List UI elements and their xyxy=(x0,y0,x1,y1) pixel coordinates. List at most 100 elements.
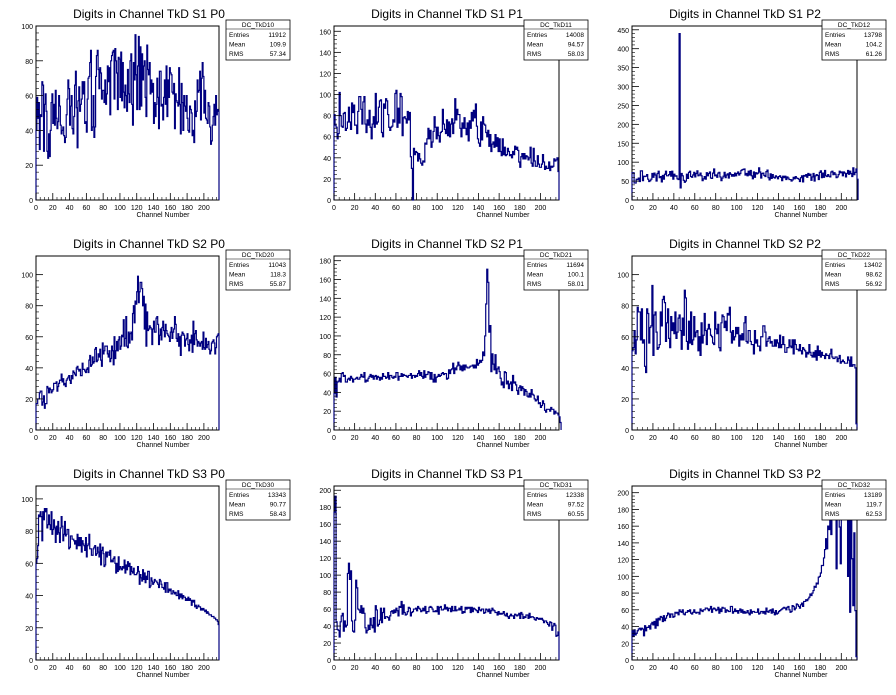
y-tick-label: 160 xyxy=(319,522,331,529)
plot-frame xyxy=(333,255,560,431)
y-tick-label: 100 xyxy=(319,334,331,341)
y-tick-label: 120 xyxy=(617,558,629,565)
stats-value: 100.1 xyxy=(568,272,585,279)
stats-box-frame xyxy=(821,249,887,291)
stats-label: RMS xyxy=(825,281,840,288)
stats-label: Mean xyxy=(527,502,544,509)
y-tick-label: 0 xyxy=(625,658,629,665)
y-tick-label: 140 xyxy=(319,296,331,303)
y-tick-label: 60 xyxy=(323,135,331,142)
y-tick-label: 150 xyxy=(617,141,629,148)
x-tick-label: 0 xyxy=(332,205,336,212)
stats-label: Mean xyxy=(825,42,842,49)
stats-box-frame xyxy=(225,479,291,521)
x-tick-label: 0 xyxy=(630,435,634,442)
histogram-panel: Digits in Channel TkD S1 P1 0 20 40 60 80 100 1… xyxy=(319,7,589,219)
stats-label: RMS xyxy=(229,51,244,58)
x-tick-label: 40 xyxy=(670,435,678,442)
x-tick-label: 140 xyxy=(473,205,485,212)
stats-label: RMS xyxy=(825,511,840,518)
y-tick-label: 120 xyxy=(319,315,331,322)
stats-label: Mean xyxy=(527,272,544,279)
stats-box-frame xyxy=(821,479,887,521)
x-tick-label: 180 xyxy=(815,435,827,442)
y-tick-label: 0 xyxy=(29,198,33,205)
stats-label: RMS xyxy=(527,281,542,288)
stats-box: DC_TkD31 Entries 12338 Mean 97.52 RMS 60.55 xyxy=(523,479,589,521)
x-tick-label: 0 xyxy=(630,665,634,672)
stats-box-frame xyxy=(523,479,589,521)
stats-box-title: DC_TkD31 xyxy=(540,482,573,489)
y-tick-label: 20 xyxy=(25,397,33,404)
plot-frame xyxy=(35,485,220,661)
histogram-panel: Digits in Channel TkD S3 P2 0 20 40 60 80 100 1… xyxy=(617,467,887,679)
histogram-series xyxy=(631,32,859,200)
x-tick-label: 20 xyxy=(49,665,57,672)
histogram-series xyxy=(333,268,562,430)
y-tick-label: 80 xyxy=(323,353,331,360)
x-tick-label: 100 xyxy=(431,665,443,672)
stats-value: 11694 xyxy=(566,262,584,269)
x-tick-label: 160 xyxy=(493,435,505,442)
y-tick-label: 80 xyxy=(621,304,629,311)
x-tick-label: 180 xyxy=(514,205,526,212)
stats-label: Entries xyxy=(229,262,250,269)
stats-value: 56.92 xyxy=(866,281,883,288)
y-tick-label: 20 xyxy=(25,626,33,633)
y-tick-label: 0 xyxy=(625,198,629,205)
y-tick-label: 40 xyxy=(621,625,629,632)
x-tick-label: 20 xyxy=(649,435,657,442)
y-tick-label: 180 xyxy=(319,259,331,266)
x-tick-label: 120 xyxy=(131,435,143,442)
y-tick-label: 250 xyxy=(617,103,629,110)
y-tick-label: 50 xyxy=(621,179,629,186)
y-tick-label: 60 xyxy=(323,607,331,614)
histogram-series xyxy=(35,275,220,430)
stats-value: 14008 xyxy=(566,32,584,39)
x-tick-label: 140 xyxy=(473,665,485,672)
x-tick-label: 120 xyxy=(131,205,143,212)
stats-label: Entries xyxy=(229,492,250,499)
y-tick-label: 100 xyxy=(21,24,33,31)
y-tick-label: 80 xyxy=(323,590,331,597)
stats-box: DC_TkD21 Entries 11694 Mean 100.1 RMS 58.01 xyxy=(523,249,589,291)
x-tick-label: 140 xyxy=(148,205,160,212)
y-tick-label: 60 xyxy=(25,561,33,568)
x-tick-label: 200 xyxy=(835,665,847,672)
stats-value: 13343 xyxy=(268,492,286,499)
x-tick-label: 60 xyxy=(392,205,400,212)
x-tick-label: 160 xyxy=(794,665,806,672)
y-tick-label: 120 xyxy=(319,71,331,78)
y-tick-label: 40 xyxy=(323,156,331,163)
x-tick-label: 0 xyxy=(34,665,38,672)
chart-title: Digits in Channel TkD S2 P2 xyxy=(669,237,821,251)
x-axis-label: Channel Number xyxy=(137,212,191,219)
stats-label: RMS xyxy=(229,511,244,518)
y-tick-label: 200 xyxy=(319,488,331,495)
x-tick-label: 100 xyxy=(731,205,743,212)
stats-value: 11912 xyxy=(268,32,286,39)
x-tick-label: 60 xyxy=(691,435,699,442)
x-tick-label: 140 xyxy=(773,665,785,672)
stats-value: 55.87 xyxy=(270,281,287,288)
y-tick-label: 40 xyxy=(323,390,331,397)
y-tick-label: 80 xyxy=(25,529,33,536)
histogram-series xyxy=(35,507,220,660)
y-tick-label: 180 xyxy=(319,505,331,512)
x-tick-label: 40 xyxy=(66,205,74,212)
y-tick-label: 100 xyxy=(21,497,33,504)
stats-label: Entries xyxy=(825,32,846,39)
x-axis-label: Channel Number xyxy=(137,442,191,449)
y-tick-label: 80 xyxy=(25,59,33,66)
histogram-panel: Digits in Channel TkD S1 P0 0 20 40 60 80 100 0… xyxy=(21,7,291,219)
x-tick-label: 100 xyxy=(431,435,443,442)
x-tick-label: 120 xyxy=(452,665,464,672)
y-tick-label: 40 xyxy=(621,366,629,373)
stats-box-title: DC_TkD30 xyxy=(242,482,275,489)
chart-title: Digits in Channel TkD S1 P2 xyxy=(669,7,821,21)
stats-value: 104.2 xyxy=(866,42,883,49)
stats-label: Entries xyxy=(825,262,846,269)
y-tick-label: 140 xyxy=(319,539,331,546)
